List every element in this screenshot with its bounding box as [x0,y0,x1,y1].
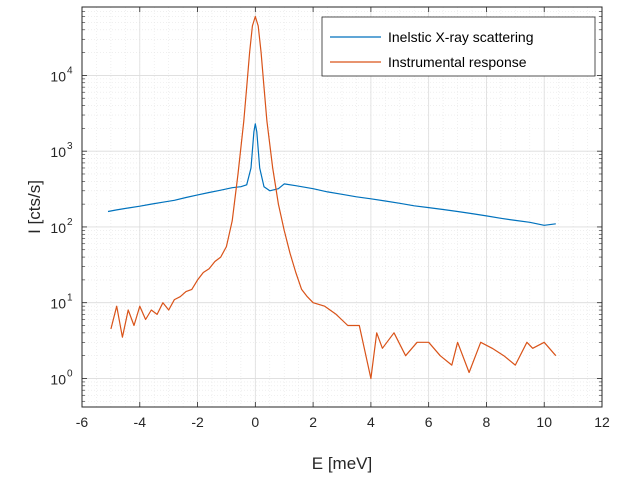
legend-box [321,16,596,77]
x-tick-label: 10 [536,414,552,430]
y-tick-label: 10 [50,144,66,160]
x-tick-label: 6 [425,414,433,430]
x-ticks: -6 -4 -2 0 2 4 6 8 10 12 [76,7,610,430]
series-line-0 [107,123,556,226]
plot-frame [81,6,603,408]
y-axis-label: I [cts/s] [25,180,44,234]
y-tick-label: 10 [50,296,66,312]
y-tick-exponent: 1 [67,293,73,304]
x-axis-label: E [meV] [312,454,372,473]
y-tick-label: 10 [50,68,66,84]
x-tick-label: 0 [251,414,259,430]
x-tick-label: -2 [191,414,204,430]
x-tick-label: 12 [594,414,610,430]
x-tick-label: -4 [134,414,147,430]
y-tick-label: 10 [50,220,66,236]
y-tick-label: 10 [50,371,66,387]
legend: Inelstic X-ray scattering Instrumental r… [321,16,596,77]
legend-label-scattering: Inelstic X-ray scattering [388,29,534,45]
legend-label-instrumental: Instrumental response [388,54,527,70]
series-layer [107,15,557,380]
x-tick-label: -6 [76,414,89,430]
y-tick-exponent: 0 [67,368,73,379]
x-tick-label: 4 [367,414,375,430]
y-tick-exponent: 2 [67,217,73,228]
series-line-1 [110,15,557,380]
x-tick-label: 2 [309,414,317,430]
y-tick-exponent: 4 [67,65,73,76]
x-tick-label: 8 [483,414,491,430]
y-tick-exponent: 3 [67,141,73,152]
